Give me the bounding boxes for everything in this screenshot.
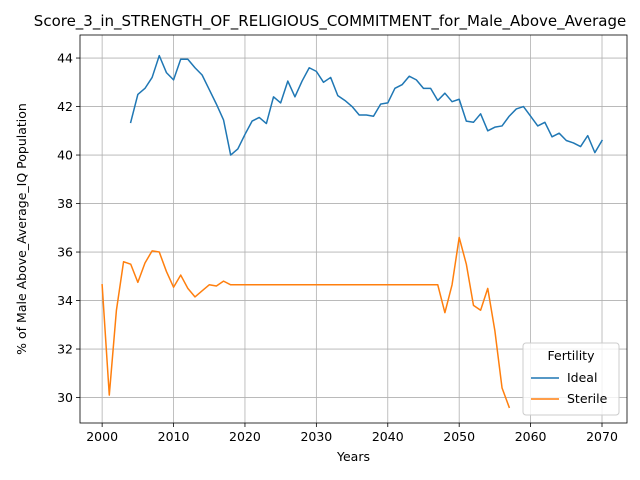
y-axis-label: % of Male Above_Average_IQ Population (14, 103, 29, 355)
y-tick-label: 40 (57, 148, 73, 163)
legend-label-ideal: Ideal (567, 370, 597, 385)
legend: Fertility Ideal Sterile (522, 342, 620, 416)
series-line-sterile (101, 236, 511, 409)
x-tick-label: 2040 (372, 429, 404, 444)
chart-title: Score_3_in_STRENGTH_OF_RELIGIOUS_COMMITM… (34, 12, 626, 31)
y-tick-label: 44 (57, 51, 73, 66)
x-tick-label: 2000 (86, 429, 118, 444)
legend-box (522, 342, 620, 416)
x-tick-label: 2030 (300, 429, 332, 444)
plot-frame (79, 34, 628, 424)
series-line-ideal (129, 54, 604, 156)
legend-items: Ideal Sterile (531, 370, 608, 406)
x-tick-label: 2010 (158, 429, 190, 444)
y-tick-label: 34 (57, 293, 73, 308)
y-tick-label: 42 (57, 99, 73, 114)
x-axis-ticks: 2000 2010 2020 2030 2040 2050 2060 2070 (86, 423, 618, 444)
legend-title: Fertility (548, 348, 596, 363)
series-lines (101, 54, 604, 409)
legend-label-sterile: Sterile (567, 391, 608, 406)
x-tick-label: 2050 (443, 429, 475, 444)
x-tick-label: 2060 (515, 429, 547, 444)
x-axis-label: Years (336, 449, 370, 464)
y-tick-label: 36 (57, 245, 73, 260)
y-axis-ticks: 30 32 34 36 38 40 42 44 (57, 51, 80, 405)
x-tick-label: 2070 (586, 429, 618, 444)
y-tick-label: 30 (57, 390, 73, 405)
x-tick-label: 2020 (229, 429, 261, 444)
y-tick-label: 38 (57, 196, 73, 211)
y-tick-label: 32 (57, 342, 73, 357)
